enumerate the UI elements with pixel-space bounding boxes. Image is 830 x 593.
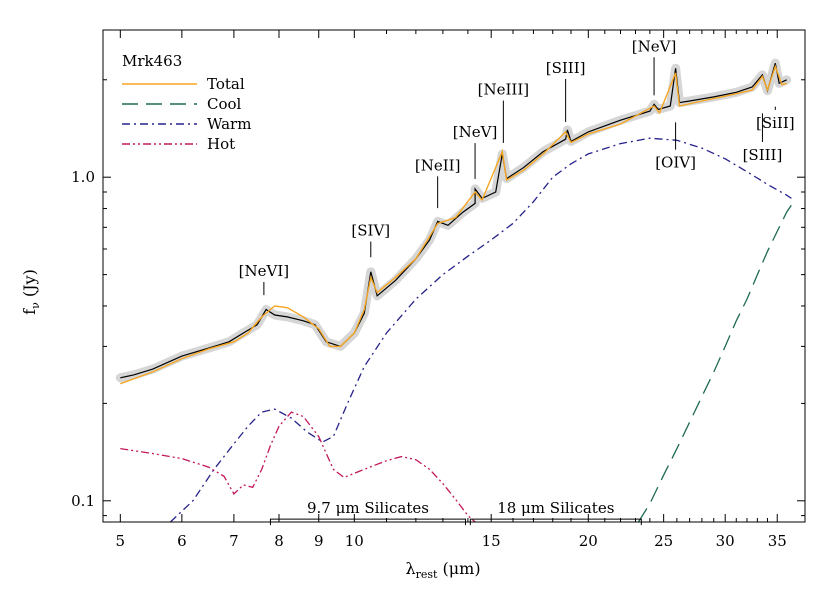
x-tick-label-30: 30	[716, 532, 735, 550]
line-label: [OIV]	[655, 154, 696, 172]
x-tick-label-25: 25	[654, 532, 673, 550]
line-label: [NeV]	[632, 37, 677, 55]
line-label: [NeV]	[453, 123, 498, 141]
x-tick-label-7: 7	[229, 532, 239, 550]
x-tick-label-10: 10	[345, 532, 364, 550]
ticks-layer	[103, 30, 805, 522]
legend: Total Cool Warm Hot	[122, 75, 251, 153]
y-tick-label-1: 1.0	[71, 168, 95, 186]
line-label: [NeVI]	[239, 262, 289, 280]
series-warm-line	[169, 137, 792, 522]
line-label: [NeII]	[415, 156, 461, 174]
x-tick-label-6: 6	[177, 532, 187, 550]
line-label: [NeIII]	[478, 81, 529, 99]
silicate-label: 9.7 μm Silicates	[307, 499, 429, 517]
legend-label-total: Total	[207, 75, 245, 93]
y-tick-label-0.1: 0.1	[71, 492, 95, 510]
series-hot-line	[120, 411, 476, 522]
legend-title: Mrk463	[122, 52, 182, 70]
line-label: [SiII]	[756, 114, 795, 132]
silicate-bracket	[469, 518, 642, 526]
x-tick-label-20: 20	[579, 532, 598, 550]
x-tick-label-8: 8	[274, 532, 284, 550]
line-label: [SIII]	[546, 59, 586, 77]
x-tick-label-35: 35	[768, 532, 787, 550]
series-total-line	[120, 64, 787, 385]
plot-layer	[115, 58, 792, 522]
plot-frame	[102, 29, 806, 523]
silicate-bracket	[269, 518, 466, 526]
text-layer: Mrk463 fν (Jy) λrest (μm) 5 6 7 8 9 10 15 20 25 3…	[20, 37, 795, 581]
y-axis-title: fν (Jy)	[20, 269, 42, 315]
silicate-label: 18 μm Silicates	[497, 499, 614, 517]
x-axis-title: λrest (μm)	[405, 559, 480, 581]
series-cool-line	[637, 204, 792, 522]
legend-label-cool: Cool	[207, 95, 242, 113]
x-tick-label-5: 5	[116, 532, 126, 550]
x-tick-label-9: 9	[314, 532, 324, 550]
legend-label-hot: Hot	[207, 135, 235, 153]
line-label: [SIV]	[351, 222, 390, 240]
x-tick-label-15: 15	[482, 532, 501, 550]
legend-label-warm: Warm	[207, 115, 251, 133]
line-label: [SIII]	[743, 146, 783, 164]
